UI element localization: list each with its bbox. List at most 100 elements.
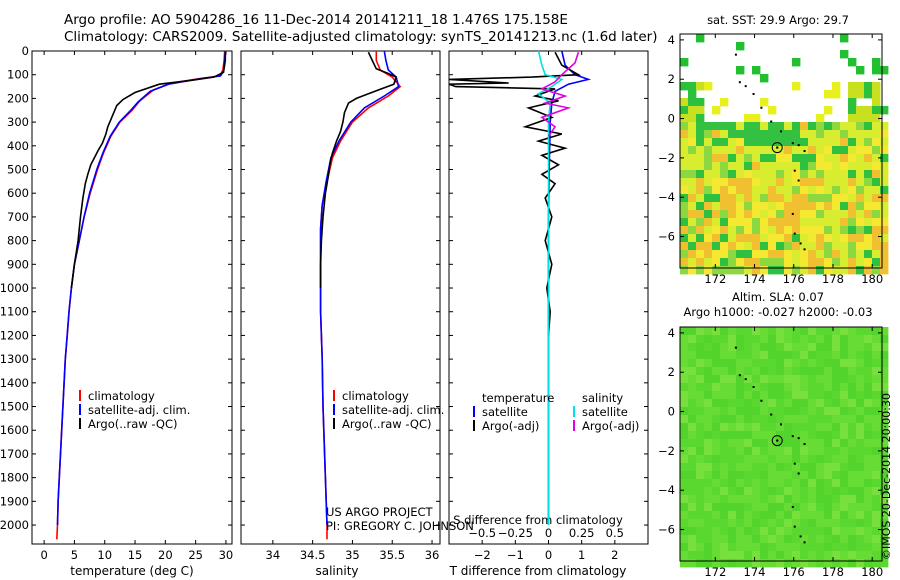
sst-map-cell: [712, 266, 721, 275]
sst-map-cell: [704, 154, 713, 163]
sst-map-cell: [880, 218, 889, 227]
sst-map-cell: [704, 194, 713, 203]
sla-map-cell: [808, 439, 817, 448]
island-marker: [791, 212, 794, 215]
sst-map-cell: [712, 242, 721, 251]
sst-map-cell: [712, 210, 721, 219]
sla-map-cell: [720, 535, 729, 544]
sst-map-cell: [704, 138, 713, 147]
sla-map-cell: [832, 351, 841, 360]
y-tick-label: −6: [658, 230, 675, 244]
series-argo-raw-qc-: [70, 52, 227, 289]
sst-map-cell: [880, 122, 889, 131]
sla-map-cell: [832, 383, 841, 392]
x-axis-label-salinity: S difference from climatology: [453, 513, 623, 527]
sla-map-cell: [864, 335, 873, 344]
sst-map-cell: [704, 146, 713, 155]
sst-map-cell: [704, 202, 713, 211]
sla-map-cell: [768, 487, 777, 496]
sla-map-cell: [832, 423, 841, 432]
sla-map-cell: [832, 495, 841, 504]
island-marker: [803, 248, 806, 251]
sla-map-cell: [840, 407, 849, 416]
sst-map-cell: [840, 50, 849, 59]
sla-map-cell: [816, 463, 825, 472]
sst-map-cell: [792, 146, 801, 155]
sla-map-cell: [776, 383, 785, 392]
island-marker: [738, 81, 741, 84]
sst-map-cell: [768, 146, 777, 155]
sst-map-cell: [864, 90, 873, 99]
sst-map-cell: [792, 250, 801, 259]
sst-map-cell: [688, 114, 697, 123]
sla-map-cell: [704, 535, 713, 544]
sst-map-cell: [840, 234, 849, 243]
sla-map-cell: [808, 479, 817, 488]
sla-map-cell: [688, 559, 697, 568]
sla-map-cell: [696, 431, 705, 440]
sla-map-cell: [712, 519, 721, 528]
sla-map-cell: [848, 439, 857, 448]
sla-map-cell: [880, 335, 889, 344]
sla-map-cell: [832, 471, 841, 480]
sst-map-cell: [720, 210, 729, 219]
sla-map-cell: [808, 407, 817, 416]
sst-map-cell: [704, 226, 713, 235]
series-t-satellite: [547, 51, 592, 525]
sst-map-cell: [864, 138, 873, 147]
sla-map-cell: [800, 391, 809, 400]
sla-map-cell: [720, 519, 729, 528]
sla-map-cell: [744, 351, 753, 360]
sla-map-cell: [816, 503, 825, 512]
sla-map-cell: [760, 383, 769, 392]
island-marker: [797, 144, 800, 147]
sst-map-cell: [808, 210, 817, 219]
sla-map-cell: [864, 375, 873, 384]
sla-map-cell: [760, 503, 769, 512]
sst-map-cell: [680, 218, 689, 227]
sst-map-cell: [720, 218, 729, 227]
sla-map-cell: [688, 455, 697, 464]
x-tick-label: 15: [128, 548, 143, 562]
sla-map-cell: [808, 327, 817, 336]
sst-map-cell: [816, 202, 825, 211]
sst-map-cell: [768, 178, 777, 187]
sla-map-cell: [848, 447, 857, 456]
sla-map-cell: [704, 415, 713, 424]
sla-map-cell: [688, 407, 697, 416]
sst-map-cell: [712, 130, 721, 139]
sst-map-cell: [784, 130, 793, 139]
sst-map-cell: [728, 218, 737, 227]
sla-map-cell: [712, 367, 721, 376]
sst-map-cell: [744, 210, 753, 219]
sla-map-cell: [816, 351, 825, 360]
y-tick-label: −2: [658, 151, 675, 165]
sst-map-cell: [792, 194, 801, 203]
sla-map-cell: [880, 439, 889, 448]
sst-map-cell: [712, 162, 721, 171]
sla-map-cell: [832, 463, 841, 472]
sla-map-cell: [768, 535, 777, 544]
sla-map-cell: [704, 335, 713, 344]
sla-map-cell: [808, 551, 817, 560]
sst-map-cell: [784, 266, 793, 275]
x-tick-label: 174: [744, 272, 766, 286]
sla-map-cell: [856, 383, 865, 392]
sst-map-cell: [776, 178, 785, 187]
sla-map-cell: [856, 439, 865, 448]
sst-map-cell: [840, 226, 849, 235]
sst-map-cell: [776, 242, 785, 251]
sst-map-cell: [808, 250, 817, 259]
sla-map-cell: [680, 503, 689, 512]
sst-map-cell: [776, 170, 785, 179]
sla-map-cell: [768, 407, 777, 416]
sst-map-cell: [880, 66, 889, 75]
sst-map-cell: [872, 202, 881, 211]
sla-map-cell: [832, 447, 841, 456]
sla-map-cell: [728, 527, 737, 536]
depth-tick-label: 1300: [0, 352, 29, 366]
sst-map-cell: [824, 266, 833, 275]
sla-map-cell: [800, 527, 809, 536]
sst-map-cell: [808, 178, 817, 187]
